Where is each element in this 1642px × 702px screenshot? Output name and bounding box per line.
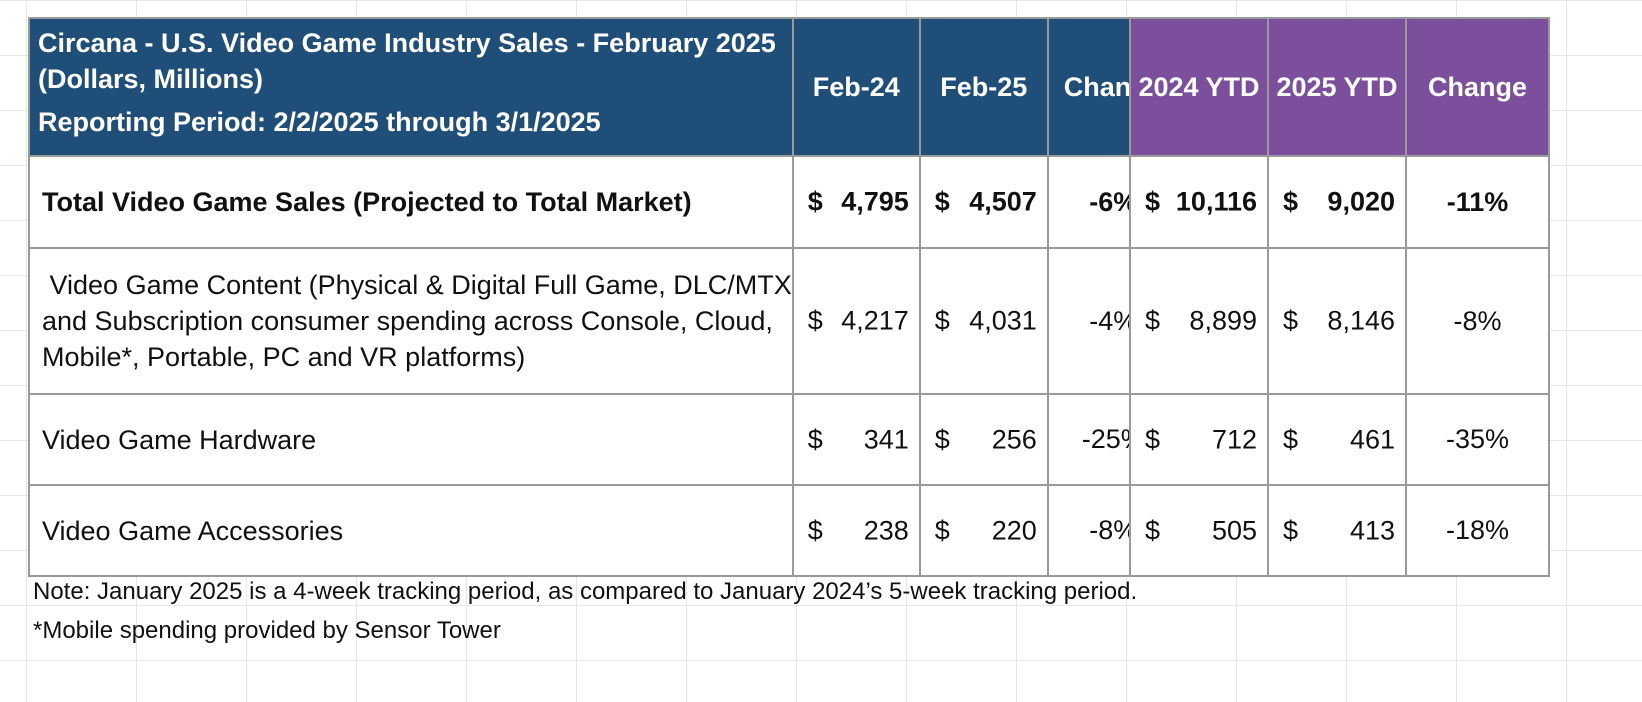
- cell-2024ytd-hardware: $712: [1129, 393, 1269, 486]
- value: 220: [991, 515, 1037, 545]
- currency-symbol: $: [807, 305, 823, 336]
- column-header-feb25: Feb-25: [918, 17, 1049, 157]
- currency-symbol: $: [807, 515, 823, 545]
- row-label-hardware: Video Game Hardware: [28, 393, 794, 486]
- cell-2025ytd-total: $9,020: [1267, 155, 1407, 249]
- row-label-accessories: Video Game Accessories: [28, 484, 794, 577]
- column-header-ytd-change: Change: [1405, 17, 1550, 157]
- currency-symbol: $: [934, 424, 950, 454]
- cell-2025ytd-accessories: $413: [1267, 484, 1407, 577]
- value: 8,899: [1189, 305, 1257, 336]
- cell-feb25-content: $4,031: [918, 247, 1049, 395]
- cell-feb24-content: $4,217: [791, 247, 921, 395]
- cell-feb24-total: $4,795: [791, 155, 921, 249]
- table-row-accessories: $505 $413 -18%: [1129, 484, 1550, 577]
- cell-ytd-change-content: -8%: [1405, 247, 1550, 395]
- currency-symbol: $: [1283, 424, 1299, 454]
- column-header-2025-ytd: 2025 YTD: [1267, 17, 1407, 157]
- table-row-content: Video Game Content (Physical & Digital F…: [28, 247, 1180, 395]
- row-label-total: Total Video Game Sales (Projected to Tot…: [28, 155, 794, 249]
- cell-feb25-accessories: $220: [918, 484, 1049, 577]
- row-label-line: Mobile*, Portable, PC and VR platforms): [42, 342, 526, 372]
- currency-symbol: $: [1145, 186, 1161, 217]
- cell-feb25-hardware: $256: [918, 393, 1049, 486]
- currency-symbol: $: [1283, 186, 1299, 217]
- value: 256: [991, 424, 1037, 454]
- value: 8,146: [1327, 305, 1395, 336]
- value: 712: [1211, 424, 1257, 454]
- cell-feb25-total: $4,507: [918, 155, 1049, 249]
- currency-symbol: $: [1145, 424, 1161, 454]
- currency-symbol: $: [807, 424, 823, 454]
- header-row: 2024 YTD 2025 YTD Change: [1129, 17, 1550, 157]
- currency-symbol: $: [807, 186, 823, 217]
- row-label-line: Video Game Content (Physical & Digital F…: [42, 270, 792, 300]
- table-row-hardware: $712 $461 -35%: [1129, 393, 1550, 486]
- table-title: Circana - U.S. Video Game Industry Sales…: [38, 28, 776, 58]
- monthly-sales-table: Circana - U.S. Video Game Industry Sales…: [28, 17, 1180, 577]
- footnote-mobile-source: *Mobile spending provided by Sensor Towe…: [33, 617, 501, 644]
- value: 4,031: [969, 305, 1037, 336]
- currency-symbol: $: [934, 515, 950, 545]
- currency-symbol: $: [934, 186, 950, 217]
- value: 4,795: [841, 186, 909, 217]
- cell-2024ytd-content: $8,899: [1129, 247, 1269, 395]
- table-row-content: $8,899 $8,146 -8%: [1129, 247, 1550, 395]
- header-row: Circana - U.S. Video Game Industry Sales…: [28, 17, 1180, 157]
- row-label-content: Video Game Content (Physical & Digital F…: [28, 247, 794, 395]
- table-row-total: $10,116 $9,020 -11%: [1129, 155, 1550, 249]
- cell-feb24-accessories: $238: [791, 484, 921, 577]
- currency-symbol: $: [1283, 515, 1299, 545]
- column-header-feb24: Feb-24: [791, 17, 921, 157]
- currency-symbol: $: [934, 305, 950, 336]
- cell-2024ytd-accessories: $505: [1129, 484, 1269, 577]
- currency-symbol: $: [1145, 305, 1161, 336]
- value: 4,217: [841, 305, 909, 336]
- currency-symbol: $: [1283, 305, 1299, 336]
- cell-ytd-change-hardware: -35%: [1405, 393, 1550, 486]
- cell-2024ytd-total: $10,116: [1129, 155, 1269, 249]
- reporting-period: Reporting Period: 2/2/2025 through 3/1/2…: [38, 107, 601, 137]
- table-units: (Dollars, Millions): [38, 64, 264, 94]
- value: 413: [1349, 515, 1395, 545]
- value: 461: [1349, 424, 1395, 454]
- table-row-hardware: Video Game Hardware $341 $256 -25%: [28, 393, 1180, 486]
- cell-ytd-change-accessories: -18%: [1405, 484, 1550, 577]
- cell-feb24-hardware: $341: [791, 393, 921, 486]
- value: 4,507: [969, 186, 1037, 217]
- value: 10,116: [1175, 186, 1257, 217]
- currency-symbol: $: [1145, 515, 1161, 545]
- ytd-sales-table: 2024 YTD 2025 YTD Change $10,116 $9,020 …: [1129, 17, 1550, 577]
- table-title-cell: Circana - U.S. Video Game Industry Sales…: [28, 17, 794, 157]
- value: 9,020: [1327, 186, 1395, 217]
- value: 341: [863, 424, 909, 454]
- table-row-total: Total Video Game Sales (Projected to Tot…: [28, 155, 1180, 249]
- value: 238: [863, 515, 909, 545]
- cell-2025ytd-content: $8,146: [1267, 247, 1407, 395]
- cell-ytd-change-total: -11%: [1405, 155, 1550, 249]
- value: 505: [1211, 515, 1257, 545]
- row-label-line: and Subscription consumer spending acros…: [42, 306, 773, 336]
- column-header-2024-ytd: 2024 YTD: [1129, 17, 1269, 157]
- cell-2025ytd-hardware: $461: [1267, 393, 1407, 486]
- table-row-accessories: Video Game Accessories $238 $220 -8%: [28, 484, 1180, 577]
- footnote-tracking-period: Note: January 2025 is a 4-week tracking …: [33, 578, 1138, 605]
